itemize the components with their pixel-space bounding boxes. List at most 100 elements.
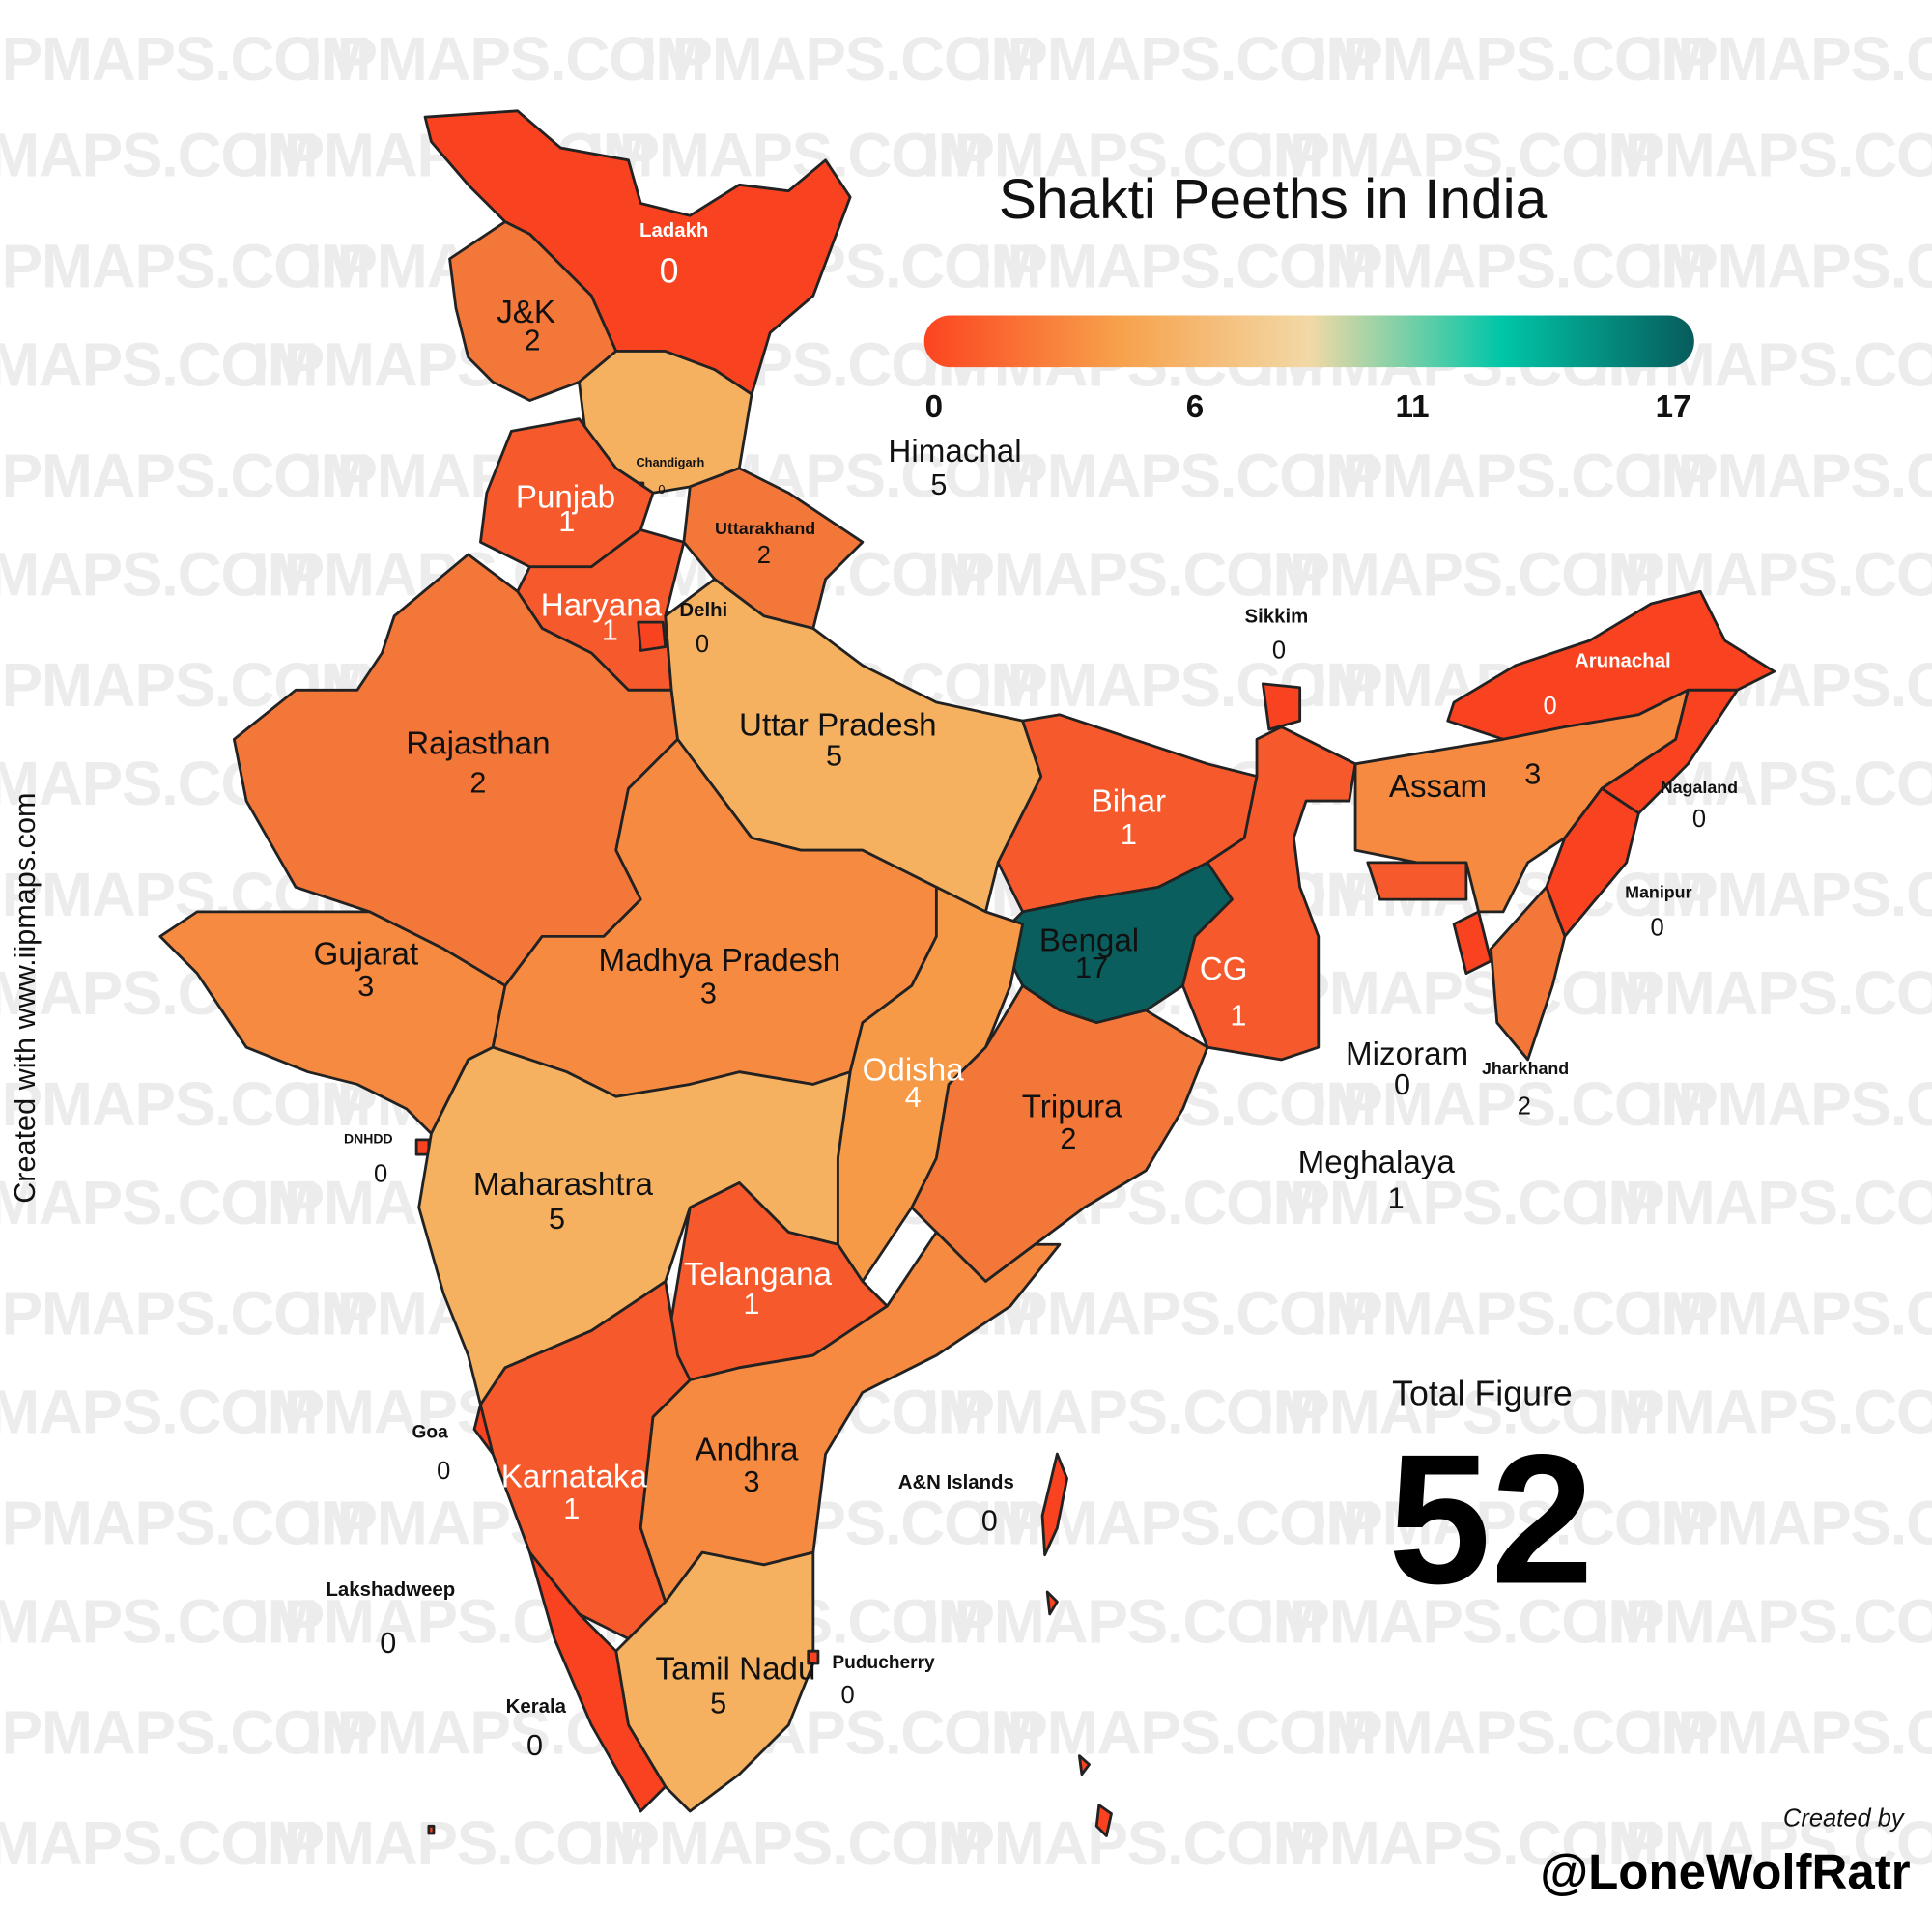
watermark-text: IIPMAPS.COM xyxy=(1927,1168,1932,1237)
state-name: Delhi xyxy=(679,600,727,621)
state-value: 1 xyxy=(563,1492,580,1525)
state-shape xyxy=(1261,682,1302,731)
watermark-text: IIPMAPS.COM xyxy=(1645,1279,1932,1349)
watermark-text: IIPMAPS.COM xyxy=(1927,1378,1932,1447)
state-value: 3 xyxy=(357,970,374,1003)
watermark-text: IIPMAPS.COM xyxy=(1927,121,1932,190)
state-name: Arunachal xyxy=(1575,650,1671,671)
watermark-text: IIPMAPS.COM xyxy=(1927,329,1932,399)
state-name: Ladakh xyxy=(639,220,708,242)
state-name: Tripura xyxy=(1022,1090,1122,1125)
watermark-text: IIPMAPS.COM xyxy=(0,440,370,510)
state-value: 0 xyxy=(1692,806,1706,833)
state-value: 2 xyxy=(525,325,541,357)
watermark-text: IIPMAPS.COM xyxy=(1258,1378,1659,1447)
watermark-text: IIPMAPS.COM xyxy=(0,329,318,399)
watermark-text: IIPMAPS.COM xyxy=(1927,749,1932,818)
watermark-text: IIPMAPS.COM xyxy=(0,1697,370,1767)
watermark-text: IIPMAPS.COM xyxy=(1258,958,1659,1028)
state-name: Andhra xyxy=(695,1432,798,1467)
state-shape xyxy=(1040,1452,1113,1837)
watermark-text: IIPMAPS.COM xyxy=(0,1488,370,1557)
state-name: Tamil Nadu xyxy=(656,1651,816,1687)
state-shape xyxy=(1366,861,1468,901)
state-name: Punjab xyxy=(516,479,615,515)
state-name: Goa xyxy=(412,1422,449,1442)
watermark-text: IIPMAPS.COM xyxy=(1927,1587,1932,1657)
state-value: 2 xyxy=(1518,1093,1531,1120)
watermark-text: IIPMAPS.COM xyxy=(0,1279,370,1349)
colorbar-tick-label: 6 xyxy=(1186,389,1204,425)
state-value: 5 xyxy=(930,469,947,501)
state-name: Maharashtra xyxy=(473,1167,654,1203)
watermark-text: IIPMAPS.COM xyxy=(1593,1587,1932,1657)
state-value: 0 xyxy=(1650,914,1663,941)
state-name: Bengal xyxy=(1039,923,1139,959)
watermark-text: IIPMAPS.COM xyxy=(1310,1697,1711,1767)
watermark-text: IIPMAPS.COM xyxy=(1927,958,1932,1028)
state-name: Uttar Pradesh xyxy=(739,707,937,743)
state-value: 17 xyxy=(1075,952,1108,984)
watermark-text: IIPMAPS.COM xyxy=(1310,1279,1711,1349)
watermark-text: IIPMAPS.COM xyxy=(976,440,1377,510)
state-value: 1 xyxy=(602,613,618,646)
state-name: Lakshadweep xyxy=(326,1579,455,1601)
watermark-text: IIPMAPS.COM xyxy=(976,1279,1377,1349)
state-name: Karnataka xyxy=(501,1459,648,1494)
state-value: 0 xyxy=(658,482,665,497)
watermark-text: IIPMAPS.COM xyxy=(1310,1069,1711,1139)
state-shape xyxy=(1489,885,1567,1062)
state-value: 0 xyxy=(1543,693,1556,720)
state-value: 0 xyxy=(660,252,679,291)
watermark-text: IIPMAPS.COM xyxy=(0,1808,318,1878)
watermark-text: IIPMAPS.COM xyxy=(1593,1808,1932,1878)
state-name: Meghalaya xyxy=(1298,1145,1456,1180)
state-shape xyxy=(427,1824,436,1835)
state-value: 0 xyxy=(374,1161,387,1188)
state-value: 2 xyxy=(1060,1122,1076,1155)
state-shape xyxy=(1452,910,1492,976)
watermark-text: IIPMAPS.COM xyxy=(1258,121,1659,190)
colorbar-tick-label: 17 xyxy=(1656,389,1691,425)
watermark-text: IIPMAPS.COM xyxy=(1310,231,1711,300)
watermark-text: IIPMAPS.COM xyxy=(923,1808,1323,1878)
watermark-text: IIPMAPS.COM xyxy=(0,1069,370,1139)
state-value: 5 xyxy=(710,1687,726,1719)
state-name: Haryana xyxy=(541,588,663,624)
color-bar xyxy=(923,315,1694,368)
state-name: Himachal xyxy=(888,434,1021,469)
state-name: Odisha xyxy=(863,1052,965,1088)
state-value: 4 xyxy=(905,1081,922,1114)
watermark-text: IIPMAPS.COM xyxy=(1593,1378,1932,1447)
state-name: Kerala xyxy=(506,1696,567,1718)
state-name: Manipur xyxy=(1625,882,1691,901)
state-value: 3 xyxy=(1524,758,1541,791)
state-value: 0 xyxy=(1394,1068,1410,1101)
state-name: Telangana xyxy=(684,1257,833,1293)
state-value: 3 xyxy=(744,1465,760,1498)
watermark-text: IIPMAPS.COM xyxy=(923,121,1323,190)
state-value: 0 xyxy=(437,1458,450,1485)
state-name: J&K xyxy=(497,295,555,330)
colorbar-tick-label: 0 xyxy=(925,389,943,425)
watermark-text: IIPMAPS.COM xyxy=(976,24,1377,94)
watermark-text: IIPMAPS.COM xyxy=(1645,24,1932,94)
watermark-text: IIPMAPS.COM xyxy=(1258,539,1659,609)
total-value: 52 xyxy=(1388,1416,1594,1623)
total-label: Total Figure xyxy=(1392,1375,1573,1413)
state-value: 0 xyxy=(380,1627,396,1660)
state-value: 2 xyxy=(757,542,771,569)
watermark-text: IIPMAPS.COM xyxy=(0,1168,318,1237)
state-name: CG xyxy=(1200,952,1248,987)
watermark-text: IIPMAPS.COM xyxy=(1645,860,1932,929)
watermark-text: IIPMAPS.COM xyxy=(1258,1587,1659,1657)
watermark-text: IIPMAPS.COM xyxy=(305,24,706,94)
colorbar-tick-label: 11 xyxy=(1396,389,1430,425)
watermark-text: IIPMAPS.COM xyxy=(640,24,1041,94)
watermark-text: IIPMAPS.COM xyxy=(0,1587,318,1657)
watermark-text: IIPMAPS.COM xyxy=(1593,1168,1932,1237)
state-name: Nagaland xyxy=(1661,778,1738,797)
